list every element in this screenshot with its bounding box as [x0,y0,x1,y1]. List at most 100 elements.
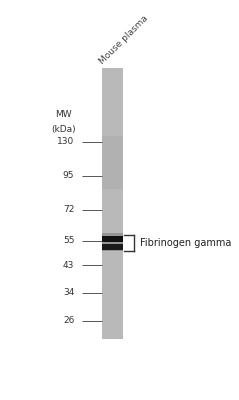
Bar [102,104,123,105]
Bar [102,173,123,174]
Bar [102,146,123,147]
Bar [102,239,123,240]
Bar [102,202,123,203]
Bar [102,258,123,259]
Bar [102,229,123,230]
Bar [102,100,123,102]
Bar [102,215,123,216]
Bar [102,274,123,275]
Bar [102,172,123,173]
Bar [102,326,123,327]
Bar [102,83,123,84]
Bar [102,132,123,133]
Bar [102,128,123,130]
Bar [102,226,123,227]
Bar [102,254,123,255]
Bar [102,159,123,160]
Bar [102,306,123,308]
Bar [102,168,123,169]
Bar [102,97,123,98]
Bar [102,214,123,215]
Bar [102,238,123,239]
Bar [102,244,123,245]
Bar [102,184,123,186]
Bar [102,325,123,326]
Bar [102,189,123,190]
Bar [102,76,123,77]
Bar [102,247,123,248]
Text: 34: 34 [63,288,74,297]
Bar [102,121,123,122]
Bar [102,148,123,149]
Text: 95: 95 [63,171,74,180]
Text: Fibrinogen gamma: Fibrinogen gamma [140,238,231,248]
Bar [102,337,123,338]
Bar [102,115,123,116]
Bar [102,240,123,242]
Bar [102,179,123,180]
Bar [102,141,123,142]
Bar [102,122,123,123]
Bar [102,305,123,306]
Bar [102,261,123,262]
Bar [102,210,123,211]
Bar [102,282,123,283]
Bar [102,332,123,333]
Bar [102,127,123,128]
Bar [102,92,123,93]
Bar [102,221,123,222]
Bar [102,164,123,165]
Bar [102,290,123,291]
Bar [102,321,123,322]
Bar [102,170,123,171]
Bar [102,207,123,208]
Bar [102,268,123,270]
Bar [102,324,123,325]
Bar [102,322,123,323]
Bar [102,209,123,210]
Bar [102,160,123,161]
Bar [102,259,123,260]
Bar [102,309,123,310]
Bar [102,328,123,329]
Text: 72: 72 [63,205,74,214]
Bar [102,82,123,83]
Bar [102,161,123,162]
Bar [102,190,123,191]
Bar [102,87,123,88]
Bar [102,177,123,178]
Bar [102,217,123,218]
Bar [102,231,123,232]
Bar [102,292,123,293]
Bar [102,327,123,328]
Bar [102,84,123,85]
Bar [102,154,123,155]
Bar [102,140,123,141]
Bar [102,95,123,96]
Bar [102,118,123,119]
Bar [102,77,123,78]
Bar [102,163,123,164]
Bar [102,220,123,221]
Bar [102,236,123,237]
Bar [102,201,123,202]
Bar [102,299,123,300]
Bar [102,117,123,118]
Text: 43: 43 [63,261,74,270]
Bar [102,245,123,246]
Bar [102,71,123,72]
Bar [102,225,123,226]
Bar [102,143,123,144]
Bar [102,270,123,271]
Bar [102,191,123,192]
Text: 55: 55 [63,236,74,245]
Bar [102,243,123,244]
Bar [102,197,123,198]
Bar [102,228,123,229]
Bar [102,289,123,290]
Bar [102,227,123,228]
Bar [102,78,123,79]
Bar [102,155,123,156]
Bar [102,249,123,250]
Bar [102,266,123,267]
